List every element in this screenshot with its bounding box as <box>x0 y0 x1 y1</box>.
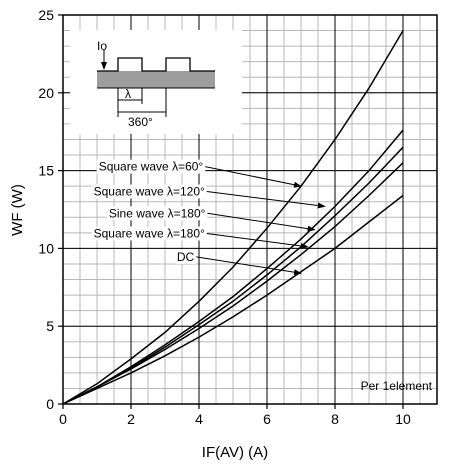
plot-frame <box>62 14 438 405</box>
annotations: Square wave λ=60° Square wave λ=120° Sine … <box>91 159 326 276</box>
per-element-note: Per 1element <box>361 379 433 393</box>
period-label: 360° <box>128 115 153 129</box>
x-tick-label: 0 <box>59 411 67 427</box>
series-label-background <box>106 206 208 221</box>
series-label: Square wave λ=180° <box>94 227 205 241</box>
series-label: Square wave λ=120° <box>94 184 205 198</box>
y-axis-title: WF (W) <box>9 184 26 236</box>
axes: 0 2 4 6 8 10 0 5 10 15 20 25 <box>38 7 438 427</box>
inset-band <box>97 71 215 88</box>
x-tick-label: 8 <box>331 411 339 427</box>
curves <box>62 30 404 405</box>
series-line <box>62 162 404 405</box>
series-line <box>62 194 404 405</box>
series-label-arrow <box>196 256 302 276</box>
x-tick-label: 10 <box>395 411 411 427</box>
series-label-background <box>96 159 206 174</box>
inset-waveform <box>97 57 215 72</box>
io-label: Io <box>97 39 107 53</box>
x-tick-label: 2 <box>127 411 135 427</box>
series-label-background <box>174 249 197 264</box>
x-tick-label: 4 <box>195 411 203 427</box>
series-label-background <box>91 184 207 199</box>
lambda-label: λ <box>125 87 131 101</box>
y-tick-label: 25 <box>38 7 54 23</box>
series-label-arrow <box>206 190 326 209</box>
series-label-background <box>91 226 207 241</box>
series-label: Square wave λ=60° <box>99 160 204 174</box>
y-tick-label: 15 <box>38 163 54 179</box>
y-tick-label: 10 <box>38 240 54 256</box>
series-label-arrow <box>205 166 302 188</box>
x-tick-label: 6 <box>263 411 271 427</box>
y-tick-label: 20 <box>38 85 54 101</box>
x-axis-title: IF(AV) (A) <box>202 444 268 461</box>
series-label: DC <box>177 250 195 264</box>
y-tick-label: 0 <box>46 396 54 412</box>
y-tick-label: 5 <box>46 318 54 334</box>
series-line <box>62 30 404 405</box>
series-label: Sine wave λ=180° <box>109 206 206 220</box>
series-label-arrow <box>206 233 309 249</box>
series-line <box>62 129 404 405</box>
series-label-arrow <box>207 212 316 232</box>
waveform-inset: Io λ 360° <box>70 30 242 134</box>
